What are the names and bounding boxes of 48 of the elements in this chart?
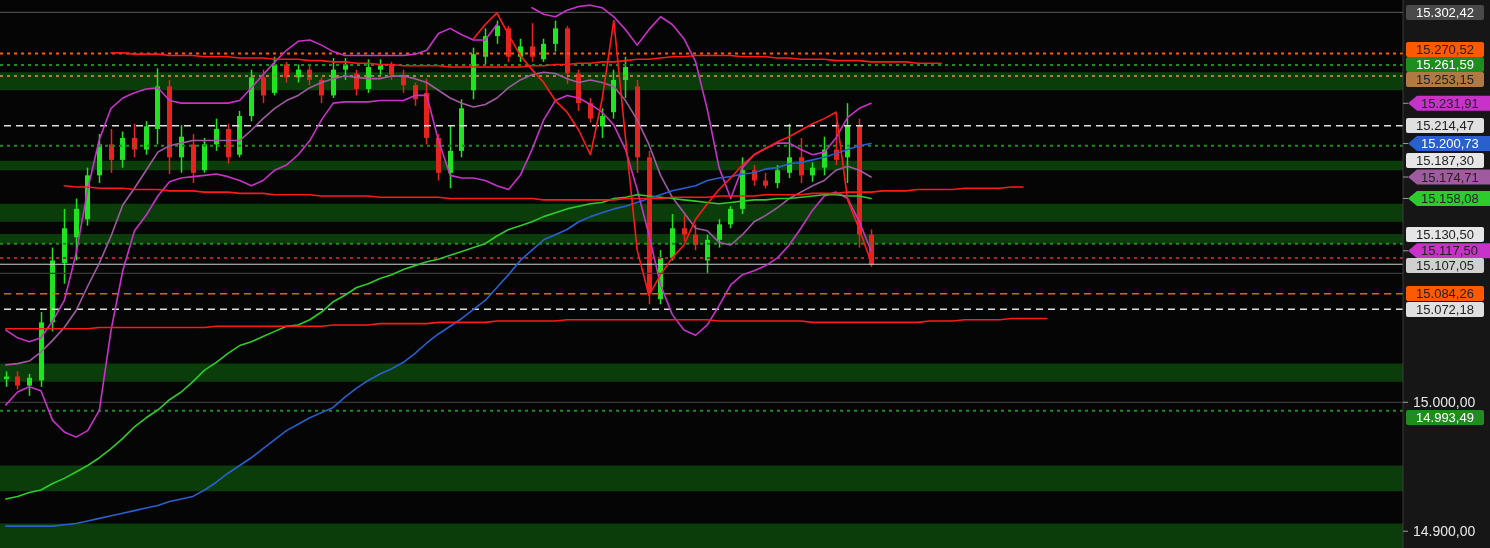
- y-tick-label: 15.117,50: [1421, 243, 1478, 259]
- ref-line-label: 15.214,47: [1406, 118, 1484, 134]
- y-tick-label: 15.231,91: [1421, 95, 1479, 111]
- y-tick-label: 14.900,00: [1413, 523, 1476, 540]
- ref-line-label: 15.107,05: [1406, 258, 1484, 274]
- band-label: 15.130,50: [1406, 226, 1484, 242]
- candlestick: [448, 124, 453, 189]
- y-tick-label: 15.158,08: [1421, 190, 1479, 206]
- candlestick: [682, 214, 687, 242]
- candlestick: [366, 58, 371, 94]
- candlestick: [144, 120, 149, 156]
- candlestick: [120, 130, 125, 169]
- candlestick: [600, 107, 605, 139]
- candlestick: [775, 164, 780, 189]
- line-series: [5, 193, 872, 500]
- ref-line-label: 15.072,18: [1406, 301, 1484, 317]
- ref-line-label: 15.084,26: [1406, 286, 1484, 302]
- candlestick: [27, 373, 32, 397]
- candlestick: [623, 55, 628, 99]
- candlestick: [541, 37, 546, 63]
- candlestick: [261, 68, 266, 104]
- candlestick: [132, 123, 137, 159]
- candlestick: [354, 68, 359, 97]
- candlestick: [214, 117, 219, 152]
- y-tick-label: 15.200,73: [1421, 135, 1479, 151]
- candlestick: [588, 97, 593, 124]
- band-label: 15.187,30: [1406, 153, 1484, 169]
- candlestick: [553, 19, 558, 53]
- y-tick-label: 15.174,71: [1421, 169, 1479, 185]
- y-tick-label: 15.000,00: [1413, 394, 1476, 411]
- candlestick: [15, 370, 20, 391]
- candlestick: [389, 61, 394, 81]
- candlestick: [717, 218, 722, 249]
- line-series: [5, 142, 872, 527]
- ref-line-label: 15.253,15: [1406, 72, 1484, 88]
- candlestick: [343, 57, 348, 81]
- ref-line-label: 14.993,49: [1406, 409, 1484, 425]
- candlestick: [787, 123, 792, 179]
- candlestick: [810, 161, 815, 183]
- candlestick: [109, 128, 114, 174]
- ref-line-label: 15.261,59: [1406, 57, 1484, 73]
- line-series: [5, 317, 1048, 330]
- ref-line-label: 15.270,52: [1406, 42, 1484, 58]
- candlestick: [799, 137, 804, 184]
- ref-line-label: 15.302,42: [1406, 4, 1484, 20]
- candlestick: [728, 205, 733, 229]
- candlestick: [530, 22, 535, 63]
- candlestick: [495, 19, 500, 45]
